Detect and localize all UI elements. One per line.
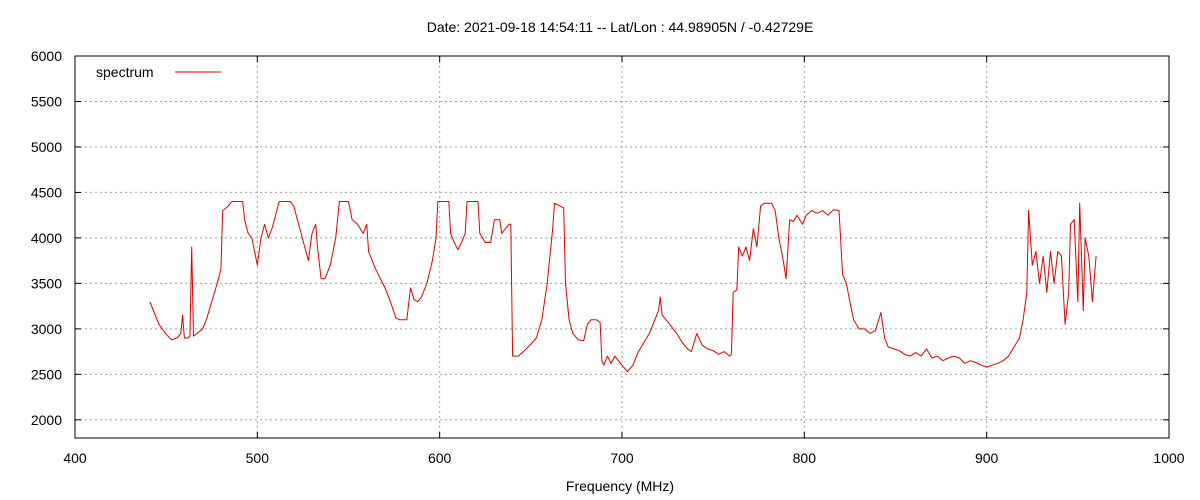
legend-label: spectrum <box>96 64 154 80</box>
y-tick-label: 2500 <box>31 366 62 382</box>
series-line-spectrum <box>149 201 1097 373</box>
grid-layer <box>75 56 1169 438</box>
x-tick-label: 400 <box>63 450 87 466</box>
x-axis-label: Frequency (MHz) <box>566 478 674 494</box>
x-tick-label: 800 <box>793 450 817 466</box>
y-tick-label: 4500 <box>31 184 62 200</box>
chart-title: Date: 2021-09-18 14:54:11 -- Lat/Lon : 4… <box>427 19 814 35</box>
y-tick-label: 2000 <box>31 412 62 428</box>
x-tick-label: 700 <box>610 450 634 466</box>
series-layer <box>149 201 1097 373</box>
y-tick-label: 5000 <box>31 139 62 155</box>
y-tick-label: 3000 <box>31 321 62 337</box>
y-tick-label: 6000 <box>31 48 62 64</box>
x-tick-label: 1000 <box>1153 450 1184 466</box>
x-tick-label: 900 <box>975 450 999 466</box>
y-tick-label: 4000 <box>31 230 62 246</box>
legend: spectrum <box>96 64 221 80</box>
y-tick-label: 5500 <box>31 93 62 109</box>
x-tick-label: 600 <box>428 450 452 466</box>
y-tick-label: 3500 <box>31 275 62 291</box>
tick-layer: 400 500 600 700 800 900 1000 2000 2500 3000 3500 40… <box>31 48 1185 466</box>
x-tick-label: 500 <box>246 450 270 466</box>
